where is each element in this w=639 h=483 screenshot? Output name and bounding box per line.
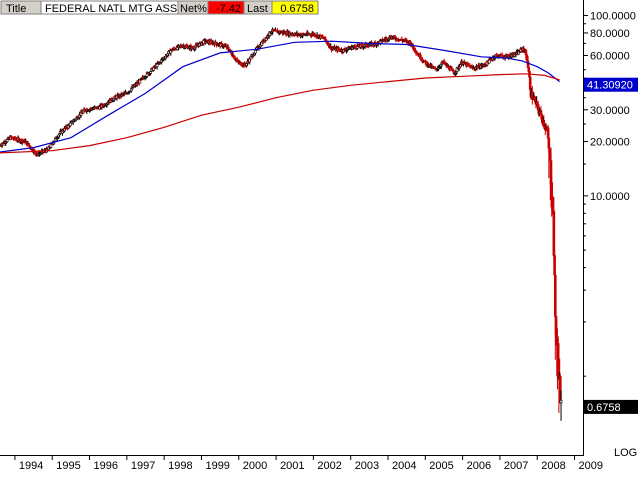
log-scale-label: LOG xyxy=(614,447,637,459)
last-price-label-bg xyxy=(584,399,638,414)
x-tick-label: 2002 xyxy=(317,460,341,472)
candle-body xyxy=(528,76,532,90)
y-tick-label: 80.0000 xyxy=(590,28,630,40)
net-label: Net% xyxy=(180,3,207,15)
title-value: FEDERAL NATL MTG ASSN xyxy=(45,3,185,15)
last-value: 0.6758 xyxy=(280,3,314,15)
last-label: Last xyxy=(247,3,268,15)
candle-body xyxy=(559,399,563,404)
x-tick-label: 2001 xyxy=(280,460,304,472)
x-tick-label: 1997 xyxy=(131,460,155,472)
last-price-label: 0.6758 xyxy=(584,399,638,414)
last-value-box xyxy=(271,0,319,15)
y-tick-label: 20.0000 xyxy=(590,137,630,149)
x-tick-label: 1996 xyxy=(94,460,118,472)
candle-body xyxy=(542,120,546,127)
x-axis: 1994 1995 1996 1997 1998 1999 2000 2001 2002 2003… xyxy=(14,455,603,472)
candle-body xyxy=(553,255,556,276)
x-tick-label: 1994 xyxy=(19,460,43,472)
title-label: Title xyxy=(6,3,26,15)
moving-average-lines xyxy=(0,40,560,154)
ma-price-label: 41.30920 xyxy=(584,77,638,92)
candle-body xyxy=(69,122,72,127)
x-tick-label: 1995 xyxy=(56,460,80,472)
y-tick-label: 60.0000 xyxy=(590,50,630,62)
x-tick-label: 1998 xyxy=(168,460,192,472)
last-price-label-text: 0.6758 xyxy=(587,402,621,414)
ma-price-label-bg xyxy=(584,77,638,92)
y-tick-label: 100.0000 xyxy=(590,10,636,22)
x-tick-label: 2004 xyxy=(392,460,416,472)
x-tick-label: 1999 xyxy=(205,460,229,472)
candle-body xyxy=(540,114,543,120)
ma-price-label-text: 41.30920 xyxy=(587,80,633,92)
ma-line-2 xyxy=(0,73,560,154)
x-tick-label: 2000 xyxy=(243,460,267,472)
y-tick-label: 10.0000 xyxy=(590,191,630,203)
x-tick-label: 2009 xyxy=(579,460,603,472)
x-tick-label: 2008 xyxy=(541,460,565,472)
x-tick-label: 2007 xyxy=(504,460,528,472)
net-value: -7.42 xyxy=(216,3,241,15)
header-strip: Title FEDERAL NATL MTG ASSN Net% -7.42 L… xyxy=(0,0,319,15)
x-tick-label: 2006 xyxy=(467,460,491,472)
x-tick-label: 2003 xyxy=(355,460,379,472)
y-tick-label: 30.0000 xyxy=(590,105,630,117)
x-tick-label: 2005 xyxy=(429,460,453,472)
candle-body xyxy=(552,210,556,256)
ma-line-1 xyxy=(0,40,560,153)
